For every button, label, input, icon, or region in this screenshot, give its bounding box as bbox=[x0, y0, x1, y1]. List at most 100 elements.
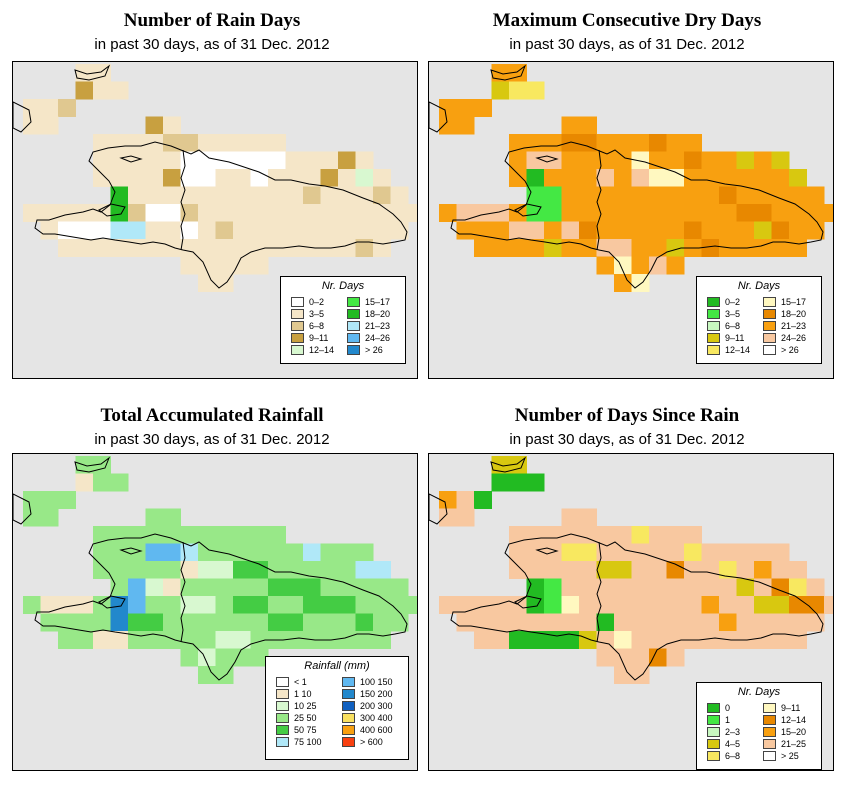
grid-cell bbox=[390, 596, 409, 614]
grid-cell bbox=[736, 578, 755, 597]
grid-cell bbox=[373, 561, 391, 579]
grid-cell bbox=[93, 134, 111, 152]
legend-title: Nr. Days bbox=[737, 280, 781, 292]
grid-cell bbox=[526, 613, 545, 632]
grid-cell bbox=[579, 578, 597, 597]
grid-cell bbox=[544, 578, 562, 597]
grid-cell bbox=[666, 221, 685, 240]
legend-swatch bbox=[276, 713, 289, 723]
grid-cell bbox=[373, 596, 391, 614]
grid-cell bbox=[128, 204, 146, 222]
grid-cell bbox=[110, 221, 129, 240]
legend-label: 6–8 bbox=[725, 321, 741, 331]
grid-cell bbox=[456, 116, 475, 135]
grid-cell bbox=[701, 204, 720, 222]
legend-label: > 26 bbox=[781, 345, 799, 355]
grid-cell bbox=[754, 151, 772, 170]
grid-cell bbox=[303, 596, 321, 614]
grid-cell bbox=[596, 648, 615, 667]
grid-cell bbox=[474, 491, 492, 509]
legend-swatch bbox=[763, 309, 776, 319]
grid-cell bbox=[596, 596, 615, 614]
legend: Rainfall (mm) < 1 1 10 10 25 25 50 50 75 75 1… bbox=[265, 656, 409, 760]
grid-cell bbox=[40, 613, 59, 632]
grid-cell bbox=[544, 186, 562, 205]
national-border bbox=[596, 541, 602, 643]
legend-swatch bbox=[276, 701, 289, 711]
grid-cell bbox=[561, 526, 580, 544]
grid-cell bbox=[614, 631, 632, 649]
grid-cell bbox=[320, 151, 339, 170]
grid-cell bbox=[736, 169, 755, 187]
grid-cell bbox=[250, 561, 269, 579]
grid-cell bbox=[561, 239, 580, 257]
grid-cell bbox=[355, 613, 374, 632]
grid-cell bbox=[110, 169, 129, 187]
grid-cell bbox=[145, 631, 164, 649]
grid-cell bbox=[631, 134, 650, 152]
map-area: Nr. Days 0 1 2–3 4–5 6–8 9–11 12–14 15–20 21–25 >… bbox=[428, 453, 834, 771]
grid-cell bbox=[684, 578, 702, 597]
grid-cell bbox=[474, 631, 492, 649]
grid-cell bbox=[163, 596, 181, 614]
grid-cell bbox=[93, 204, 111, 222]
grid-cell bbox=[649, 221, 667, 240]
panel-subtitle: in past 30 days, as of 31 Dec. 2012 bbox=[94, 431, 330, 448]
grid-cell bbox=[390, 578, 409, 597]
grid-cell bbox=[754, 561, 772, 579]
legend-label: 200 300 bbox=[360, 701, 393, 711]
grid-cell bbox=[233, 134, 251, 152]
grid-cell bbox=[509, 169, 527, 187]
grid-cell bbox=[40, 508, 59, 527]
grid-cell bbox=[303, 221, 321, 240]
grid-cell bbox=[771, 631, 790, 649]
grid-cell bbox=[754, 613, 772, 632]
grid-cell bbox=[614, 613, 632, 632]
grid-cell bbox=[614, 274, 632, 292]
legend-label: 21–25 bbox=[781, 739, 807, 749]
grid-cell bbox=[614, 578, 632, 597]
grid-cell bbox=[439, 508, 457, 527]
panel-title: Number of Days Since Rain bbox=[514, 405, 740, 426]
grid-cell bbox=[40, 204, 59, 222]
legend-swatch bbox=[763, 345, 776, 355]
grid-cell bbox=[198, 221, 216, 240]
grid-cell bbox=[145, 221, 164, 240]
grid-cell bbox=[75, 473, 94, 492]
grid-cell bbox=[649, 256, 667, 275]
grid-cell bbox=[509, 543, 527, 562]
grid-cell bbox=[145, 186, 164, 205]
map-area: Rainfall (mm) < 1 1 10 10 25 25 50 50 75 75 1… bbox=[12, 453, 418, 771]
grid-cell bbox=[666, 186, 685, 205]
legend-label: 3–5 bbox=[725, 309, 741, 319]
grid-cell bbox=[268, 186, 286, 205]
legend-label: 15–17 bbox=[781, 297, 807, 307]
grid-cell bbox=[303, 169, 321, 187]
grid-cell bbox=[561, 578, 580, 597]
grid-cell bbox=[215, 526, 234, 544]
grid-cell bbox=[789, 186, 807, 205]
grid-cell bbox=[23, 596, 41, 614]
grid-cell bbox=[719, 151, 737, 170]
grid-cell bbox=[579, 151, 597, 170]
grid-cell bbox=[268, 151, 286, 170]
grid-cell bbox=[491, 204, 510, 222]
grid-cell bbox=[58, 491, 76, 509]
grid-cell bbox=[163, 631, 181, 649]
grid-cell bbox=[355, 543, 374, 562]
grid-cell bbox=[198, 274, 216, 292]
grid-cell bbox=[649, 526, 667, 544]
grid-cell bbox=[128, 239, 146, 257]
legend-label: < 1 bbox=[294, 677, 307, 687]
grid-cell bbox=[631, 169, 650, 187]
grid-cell bbox=[719, 613, 737, 632]
legend-swatch bbox=[291, 345, 304, 355]
legend-label: 75 100 bbox=[294, 737, 322, 747]
grid-cell bbox=[198, 169, 216, 187]
legend: Nr. Days 0 1 2–3 4–5 6–8 9–11 12–14 15–20 21–25 >… bbox=[696, 682, 822, 770]
grid-cell bbox=[579, 613, 597, 632]
grid-cell bbox=[509, 526, 527, 544]
grid-cell bbox=[250, 134, 269, 152]
grid-cell bbox=[456, 204, 475, 222]
grid-cell bbox=[614, 221, 632, 240]
